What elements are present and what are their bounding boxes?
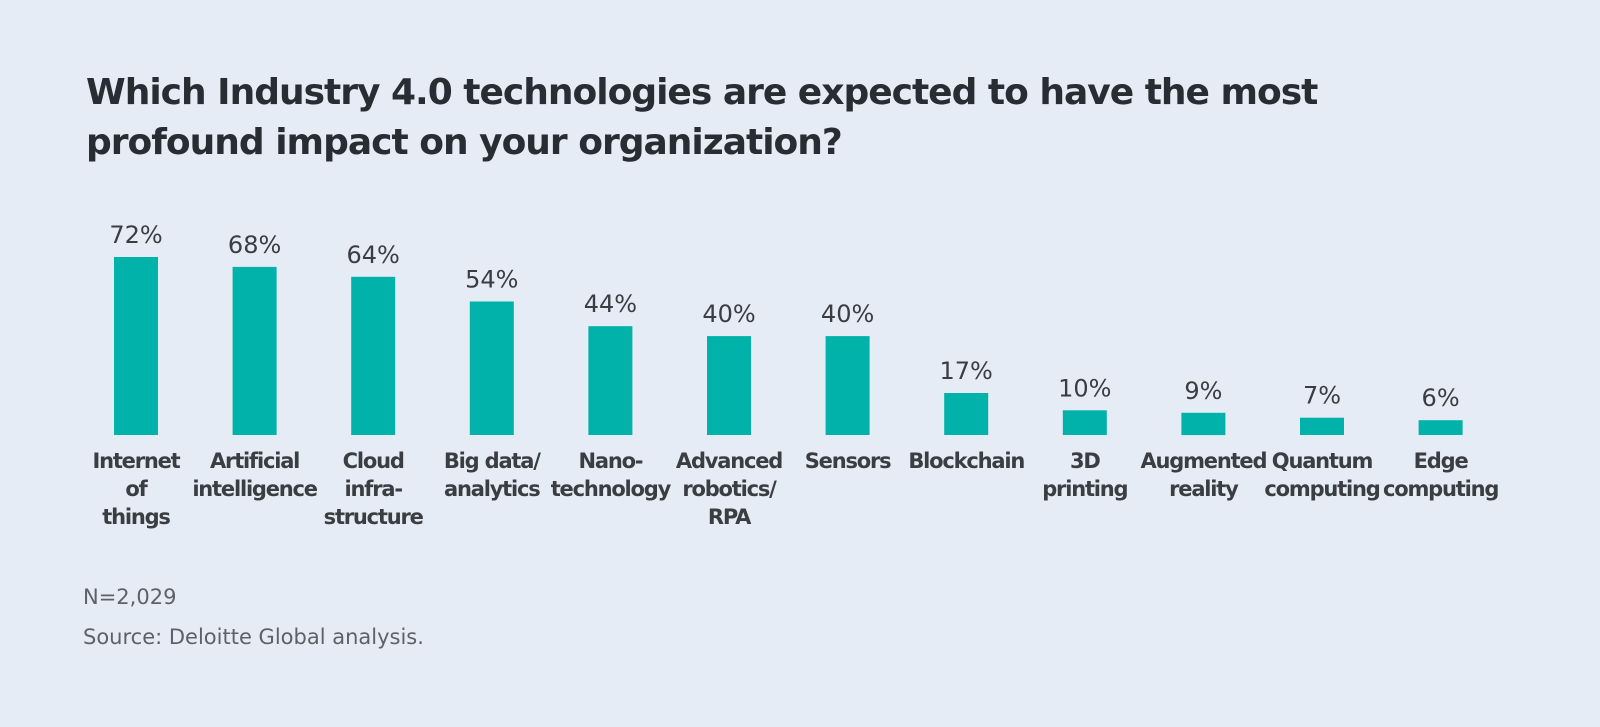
category-label: Nano-technology [551, 449, 672, 501]
bar [351, 276, 396, 435]
bar-value-label: 6% [1422, 384, 1460, 412]
category-label: Blockchain [908, 449, 1024, 473]
bar [944, 393, 989, 435]
sample-size-note: N=2,029 [83, 585, 177, 609]
bar [469, 301, 514, 435]
bar [1418, 420, 1463, 435]
category-label: 3D printing [1042, 449, 1127, 501]
bar [114, 257, 158, 435]
bar-value-label: 44% [584, 290, 637, 318]
source-note: Source: Deloitte Global analysis. [83, 625, 424, 649]
bar [588, 326, 633, 435]
category-label: Sensors [805, 449, 891, 473]
bar [1300, 417, 1344, 435]
bar-value-label: 10% [1058, 374, 1111, 402]
bar-value-label: 68% [228, 231, 281, 259]
chart-title: Which Industry 4.0 technologies are expe… [86, 72, 1318, 163]
bar-value-label: 40% [821, 300, 874, 328]
category-label: Quantum computing [1264, 449, 1379, 501]
bar-value-label: 40% [702, 300, 755, 328]
value-labels-layer: 72% 68% 64% 54% 44% 40% 40% 17% 10% 9% 7% 6% [109, 221, 1459, 412]
bar [1062, 410, 1107, 435]
bar [825, 336, 870, 435]
bar-value-label: 9% [1184, 377, 1222, 405]
bar-value-label: 72% [109, 221, 162, 249]
category-label: Cloud infra-structure [324, 449, 424, 529]
bar-value-label: 54% [465, 266, 518, 294]
bar-value-label: 7% [1303, 382, 1341, 410]
bars-layer [114, 257, 1463, 436]
category-label: Internet of things [92, 449, 180, 529]
bar-value-label: 17% [940, 357, 993, 385]
category-label: Big data/analytics [444, 449, 541, 501]
category-label: Artificial intelligence [192, 449, 317, 501]
bar-value-label: 64% [347, 241, 400, 269]
category-label: Augmented reality [1140, 449, 1266, 501]
bar [232, 266, 277, 435]
category-label: Edge computing [1383, 449, 1498, 501]
bar [707, 336, 751, 435]
category-label: Advanced robotics/RPA [676, 449, 782, 529]
bar [1181, 412, 1226, 436]
